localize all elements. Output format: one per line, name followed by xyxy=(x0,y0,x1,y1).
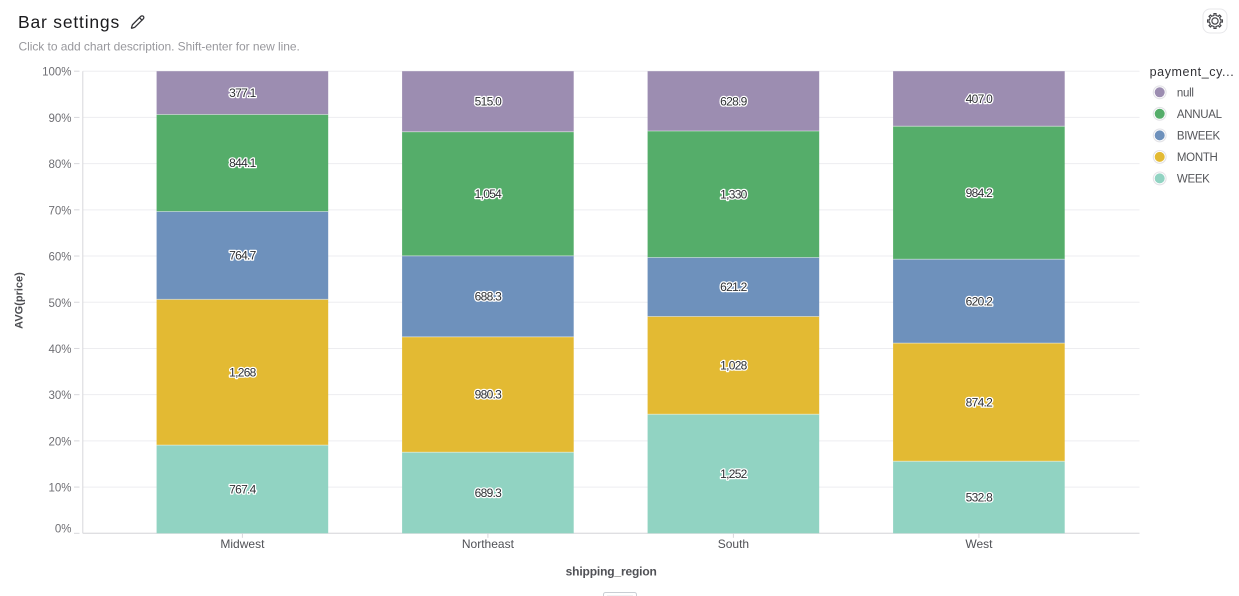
svg-text:Bar settings: Bar settings xyxy=(18,12,120,32)
svg-text:40%: 40% xyxy=(48,344,71,356)
svg-text:Click to add chart description: Click to add chart description. Shift-en… xyxy=(19,40,300,54)
svg-text:South: South xyxy=(718,537,749,551)
svg-text:null: null xyxy=(1177,87,1194,99)
svg-text:532.8: 532.8 xyxy=(966,490,994,504)
svg-text:90%: 90% xyxy=(48,113,71,125)
svg-text:70%: 70% xyxy=(48,205,71,217)
svg-text:60%: 60% xyxy=(48,252,71,264)
svg-text:689.3: 689.3 xyxy=(475,486,503,500)
svg-text:515.0: 515.0 xyxy=(475,95,503,109)
svg-text:BIWEEK: BIWEEK xyxy=(1177,131,1221,143)
svg-text:764.7: 764.7 xyxy=(229,249,257,263)
svg-text:50%: 50% xyxy=(48,298,71,310)
svg-text:30%: 30% xyxy=(48,390,71,402)
svg-text:Northeast: Northeast xyxy=(462,537,515,551)
svg-text:West: West xyxy=(965,537,993,551)
svg-text:ANNUAL: ANNUAL xyxy=(1177,109,1223,121)
svg-text:Midwest: Midwest xyxy=(220,537,265,551)
svg-text:688.3: 688.3 xyxy=(475,290,503,304)
svg-text:621.2: 621.2 xyxy=(720,280,748,294)
svg-text:shipping_region: shipping_region xyxy=(566,564,657,578)
svg-text:WEEK: WEEK xyxy=(1177,174,1210,186)
svg-text:628.9: 628.9 xyxy=(720,94,748,108)
svg-text:1,028: 1,028 xyxy=(720,359,748,373)
svg-text:20%: 20% xyxy=(48,436,71,448)
svg-text:407.0: 407.0 xyxy=(966,92,994,106)
svg-text:MONTH: MONTH xyxy=(1177,152,1218,164)
svg-text:10%: 10% xyxy=(48,483,71,495)
svg-text:80%: 80% xyxy=(48,159,71,171)
svg-text:1,252: 1,252 xyxy=(720,467,748,481)
svg-text:874.2: 874.2 xyxy=(966,395,994,409)
svg-text:1,268: 1,268 xyxy=(229,365,257,379)
svg-text:620.2: 620.2 xyxy=(966,294,994,308)
svg-text:1,054: 1,054 xyxy=(475,187,503,201)
svg-text:payment_cy...: payment_cy... xyxy=(1150,65,1235,79)
svg-text:984.2: 984.2 xyxy=(966,186,994,200)
svg-text:AVG(price): AVG(price) xyxy=(14,272,26,329)
svg-text:844.1: 844.1 xyxy=(229,156,257,170)
svg-text:100%: 100% xyxy=(42,67,71,79)
svg-text:980.3: 980.3 xyxy=(475,388,503,402)
svg-text:767.4: 767.4 xyxy=(229,482,257,496)
svg-text:0%: 0% xyxy=(55,524,72,536)
svg-text:377.1: 377.1 xyxy=(229,86,257,100)
svg-text:1,330: 1,330 xyxy=(720,187,748,201)
